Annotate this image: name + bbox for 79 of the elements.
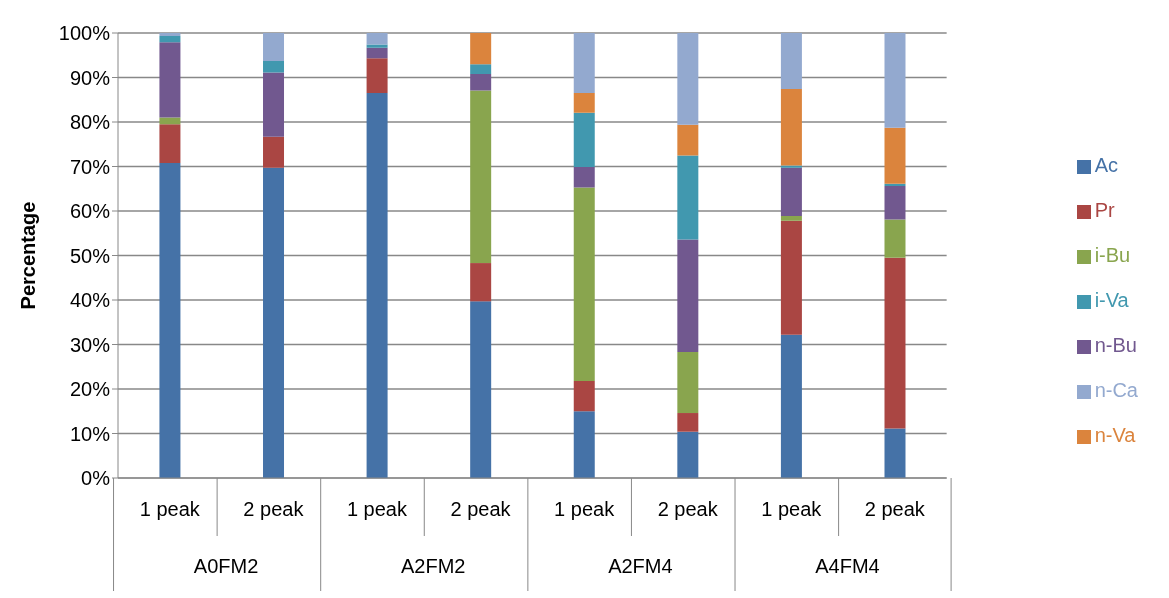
x-tick-label: 1 peak <box>554 498 616 520</box>
x-tick-label: 1 peak <box>139 498 201 520</box>
y-tick-label: 70% <box>69 155 111 178</box>
bar <box>263 72 285 137</box>
bar <box>573 166 595 188</box>
y-tick-label: 30% <box>69 333 111 356</box>
bar <box>884 186 906 220</box>
y-tick-label: 60% <box>69 200 111 223</box>
legend-label: i-Bu <box>1094 244 1131 266</box>
bar <box>573 93 595 113</box>
bar <box>470 263 492 302</box>
y-tick-label: 50% <box>69 244 111 267</box>
bar <box>470 90 492 264</box>
bar <box>780 334 802 478</box>
bar <box>470 301 492 478</box>
bar <box>884 428 906 478</box>
bar <box>159 33 181 37</box>
y-axis-title: Percentage <box>17 201 40 310</box>
bar <box>677 431 699 478</box>
text: A0FM2 <box>193 555 259 577</box>
y-tick-label: 100% <box>58 22 111 45</box>
legend-label: n-Va <box>1094 424 1136 446</box>
bar <box>366 44 388 48</box>
bar <box>263 167 285 478</box>
bar <box>366 33 388 45</box>
bar <box>780 220 802 335</box>
text: A2FM2 <box>400 555 466 577</box>
bar <box>884 257 906 429</box>
x-tick-label: 2 peak <box>450 498 512 520</box>
legend-label: i-Va <box>1094 289 1129 311</box>
bar <box>573 112 595 167</box>
text: A2FM4 <box>608 555 673 577</box>
legend-label: n-Bu <box>1094 334 1137 356</box>
bar <box>677 413 699 432</box>
bar <box>159 117 181 125</box>
x-tick-label: 2 peak <box>864 498 926 520</box>
bar <box>366 47 388 59</box>
bar <box>366 93 388 478</box>
bar <box>780 33 802 90</box>
bar <box>470 64 492 74</box>
text: A4FM4 <box>815 555 880 577</box>
bar <box>573 187 595 381</box>
y-tick-label: 10% <box>69 422 111 445</box>
bar <box>677 155 699 240</box>
bar <box>884 127 906 184</box>
bar <box>884 219 906 258</box>
bar <box>159 124 181 163</box>
bar <box>573 411 595 478</box>
bar <box>159 162 181 478</box>
x-tick-label: 1 peak <box>761 498 823 520</box>
bar <box>780 89 802 166</box>
bar <box>780 167 802 216</box>
x-tick-label: 2 peak <box>657 498 719 520</box>
x-tick-label: 1 peak <box>346 498 408 520</box>
bar <box>470 33 492 65</box>
bar <box>677 352 699 414</box>
bar <box>573 380 595 412</box>
bar <box>263 136 285 168</box>
x-tick-label: 2 peak <box>243 498 305 520</box>
y-tick-label: 20% <box>69 378 111 401</box>
bar <box>159 42 181 118</box>
legend-label: n-Ca <box>1094 379 1138 401</box>
bar <box>263 33 285 62</box>
legend-label: Pr <box>1094 199 1115 221</box>
y-tick-label: 40% <box>69 289 111 312</box>
y-tick-label: 90% <box>69 66 111 89</box>
bar <box>677 124 699 156</box>
bar <box>677 239 699 353</box>
bar <box>780 215 802 221</box>
bar <box>263 61 285 73</box>
bar <box>470 73 492 91</box>
legend-label: Ac <box>1094 154 1118 176</box>
bar <box>159 36 181 43</box>
y-tick-label: 80% <box>69 111 111 134</box>
bar <box>677 33 699 125</box>
bar <box>366 58 388 94</box>
y-tick-label: 0% <box>81 467 111 490</box>
bar <box>573 33 595 94</box>
bar <box>884 33 906 128</box>
